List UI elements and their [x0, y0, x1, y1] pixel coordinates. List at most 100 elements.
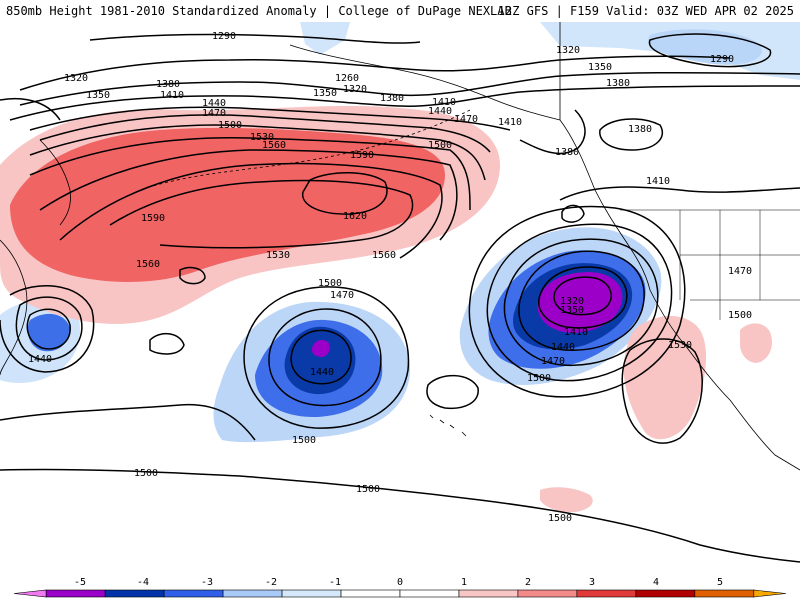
- contour-label-1470: 1470: [454, 114, 478, 125]
- colorbar-tick-label: 4: [653, 577, 659, 588]
- colorbar-tick-label: 3: [589, 577, 595, 588]
- colorbar-cell: [694, 589, 755, 598]
- contour-label-1560: 1560: [136, 259, 160, 270]
- contour-1410-northeast: [559, 186, 800, 201]
- contour-label-1470: 1470: [202, 108, 226, 119]
- contour-1410-west-loop: [0, 98, 61, 121]
- contour-label-1350: 1350: [313, 88, 337, 99]
- contour-label-1320: 1320: [556, 45, 580, 56]
- colorbar-cell: [399, 589, 460, 598]
- contour-1380-coast: [519, 109, 586, 155]
- contour-label-1500: 1500: [527, 373, 551, 384]
- contour-1440-north: [39, 114, 491, 153]
- colorbar-cell: [635, 589, 696, 598]
- colorbar-cell: [104, 589, 165, 598]
- contour-1290-north: [89, 33, 421, 44]
- contour-1440-east-low: [503, 238, 659, 367]
- contour-label-1500: 1500: [428, 140, 452, 151]
- contour-1350-east-low: [538, 266, 628, 329]
- contour-label-1620: 1620: [343, 211, 367, 222]
- map-title: 850mb Height 1981-2010 Standardized Anom…: [6, 4, 512, 18]
- contour-1530-loop-east: [561, 204, 585, 223]
- hawaii-islands: [429, 414, 467, 437]
- contour-label-1500: 1500: [134, 468, 158, 479]
- contour-label-1470: 1470: [330, 290, 354, 301]
- contour-label-1290: 1290: [710, 54, 734, 65]
- colorbar-tick-label: -4: [137, 577, 149, 588]
- contour-label-1500: 1500: [356, 484, 380, 495]
- anomaly-area-lightpink-far-east: [740, 323, 772, 363]
- colorbar-cell: [340, 589, 401, 598]
- colorbar-tick-label: 0: [397, 577, 403, 588]
- contour-label-1410: 1410: [498, 117, 522, 128]
- coastline-pacific-northwest: [559, 119, 651, 291]
- contour-label-1410: 1410: [160, 90, 184, 101]
- contour-label-1380: 1380: [628, 124, 652, 135]
- state-borders: [679, 210, 800, 320]
- colorbar-tick-label: 5: [717, 577, 723, 588]
- contour-1320-east-low: [553, 276, 612, 316]
- anomaly-area-west-low-core: [27, 313, 71, 352]
- contour-label-1350: 1350: [588, 62, 612, 73]
- anomaly-area-central-low-deep: [284, 326, 356, 395]
- contour-label-1470: 1470: [541, 356, 565, 367]
- contour-label-1530: 1530: [250, 132, 274, 143]
- contour-1470-north: [29, 124, 486, 181]
- contour-1500-north: [29, 137, 471, 211]
- contour-1500-west-low: [0, 285, 95, 373]
- contour-1500-central-low: [243, 286, 410, 429]
- colorbar-cell: [222, 589, 283, 598]
- anomaly-colorbar: -5 -4 -3 -2 -1 0 1 2 3 4 5: [13, 577, 787, 598]
- contour-1500-south-2: [0, 403, 256, 441]
- colorbar-tick-label: 1: [461, 577, 467, 588]
- map-header: 850mb Height 1981-2010 Standardized Anom…: [0, 0, 800, 22]
- colorbar-tick-label: -2: [265, 577, 277, 588]
- colorbar-cell: [163, 589, 224, 598]
- contour-1380-north: [9, 85, 800, 121]
- colorbar-tick-label: -3: [201, 577, 213, 588]
- anomaly-area-lightpink-southeast: [623, 315, 707, 440]
- contour-1410-east-low: [518, 250, 645, 351]
- model-valid-time: 12Z GFS | F159 Valid: 03Z WED APR 02 202…: [497, 4, 794, 18]
- contour-label-1500: 1500: [548, 513, 572, 524]
- contour-1560-north: [59, 162, 443, 259]
- coastline-alaska: [289, 22, 561, 121]
- coastlines: [0, 22, 800, 471]
- contour-1500-south: [0, 468, 800, 563]
- contour-label-1380: 1380: [380, 93, 404, 104]
- colorbar-cell: [13, 589, 47, 598]
- contour-1530-small-loop: [149, 333, 185, 355]
- contour-label-1440: 1440: [310, 367, 334, 378]
- colorbar-cell: [753, 589, 787, 598]
- height-contours: [0, 33, 800, 563]
- contour-label-1500: 1500: [728, 310, 752, 321]
- contour-label-1500: 1500: [218, 120, 242, 131]
- contour-1320-north: [19, 55, 731, 91]
- contour-1530-hawaii: [426, 374, 479, 410]
- contour-1350-north: [19, 71, 800, 106]
- contour-label-1440: 1440: [28, 354, 52, 365]
- colorbar-tick-label: -1: [329, 577, 341, 588]
- contour-label-1560: 1560: [372, 250, 396, 261]
- contour-1530-southeast: [621, 338, 703, 444]
- anomaly-area-central-low-core: [311, 340, 330, 357]
- contour-1440-west-low: [26, 308, 71, 350]
- contour-label-1590: 1590: [141, 213, 165, 224]
- anomaly-area-lightpink-south: [540, 487, 593, 513]
- colorbar-cell: [576, 589, 637, 598]
- contour-label-1320: 1320: [560, 296, 584, 307]
- contour-1440-central-low: [290, 329, 352, 385]
- contour-label-1410: 1410: [646, 176, 670, 187]
- contour-1380-northeast-loop: [599, 118, 663, 151]
- contour-1470-central-low: [268, 308, 382, 407]
- contour-label-1500: 1500: [292, 435, 316, 446]
- contour-label-1530: 1530: [668, 340, 692, 351]
- contour-1530-north: [39, 149, 458, 241]
- anomaly-map: 1290129013201320132013501350135013801380…: [0, 22, 800, 574]
- contour-label-1500: 1500: [318, 278, 342, 289]
- anomaly-area-red-north: [10, 127, 445, 282]
- contour-label-1410: 1410: [564, 327, 588, 338]
- contour-1530-central: [179, 266, 206, 285]
- contour-label-1440: 1440: [202, 98, 226, 109]
- contour-label-1350: 1350: [560, 305, 584, 316]
